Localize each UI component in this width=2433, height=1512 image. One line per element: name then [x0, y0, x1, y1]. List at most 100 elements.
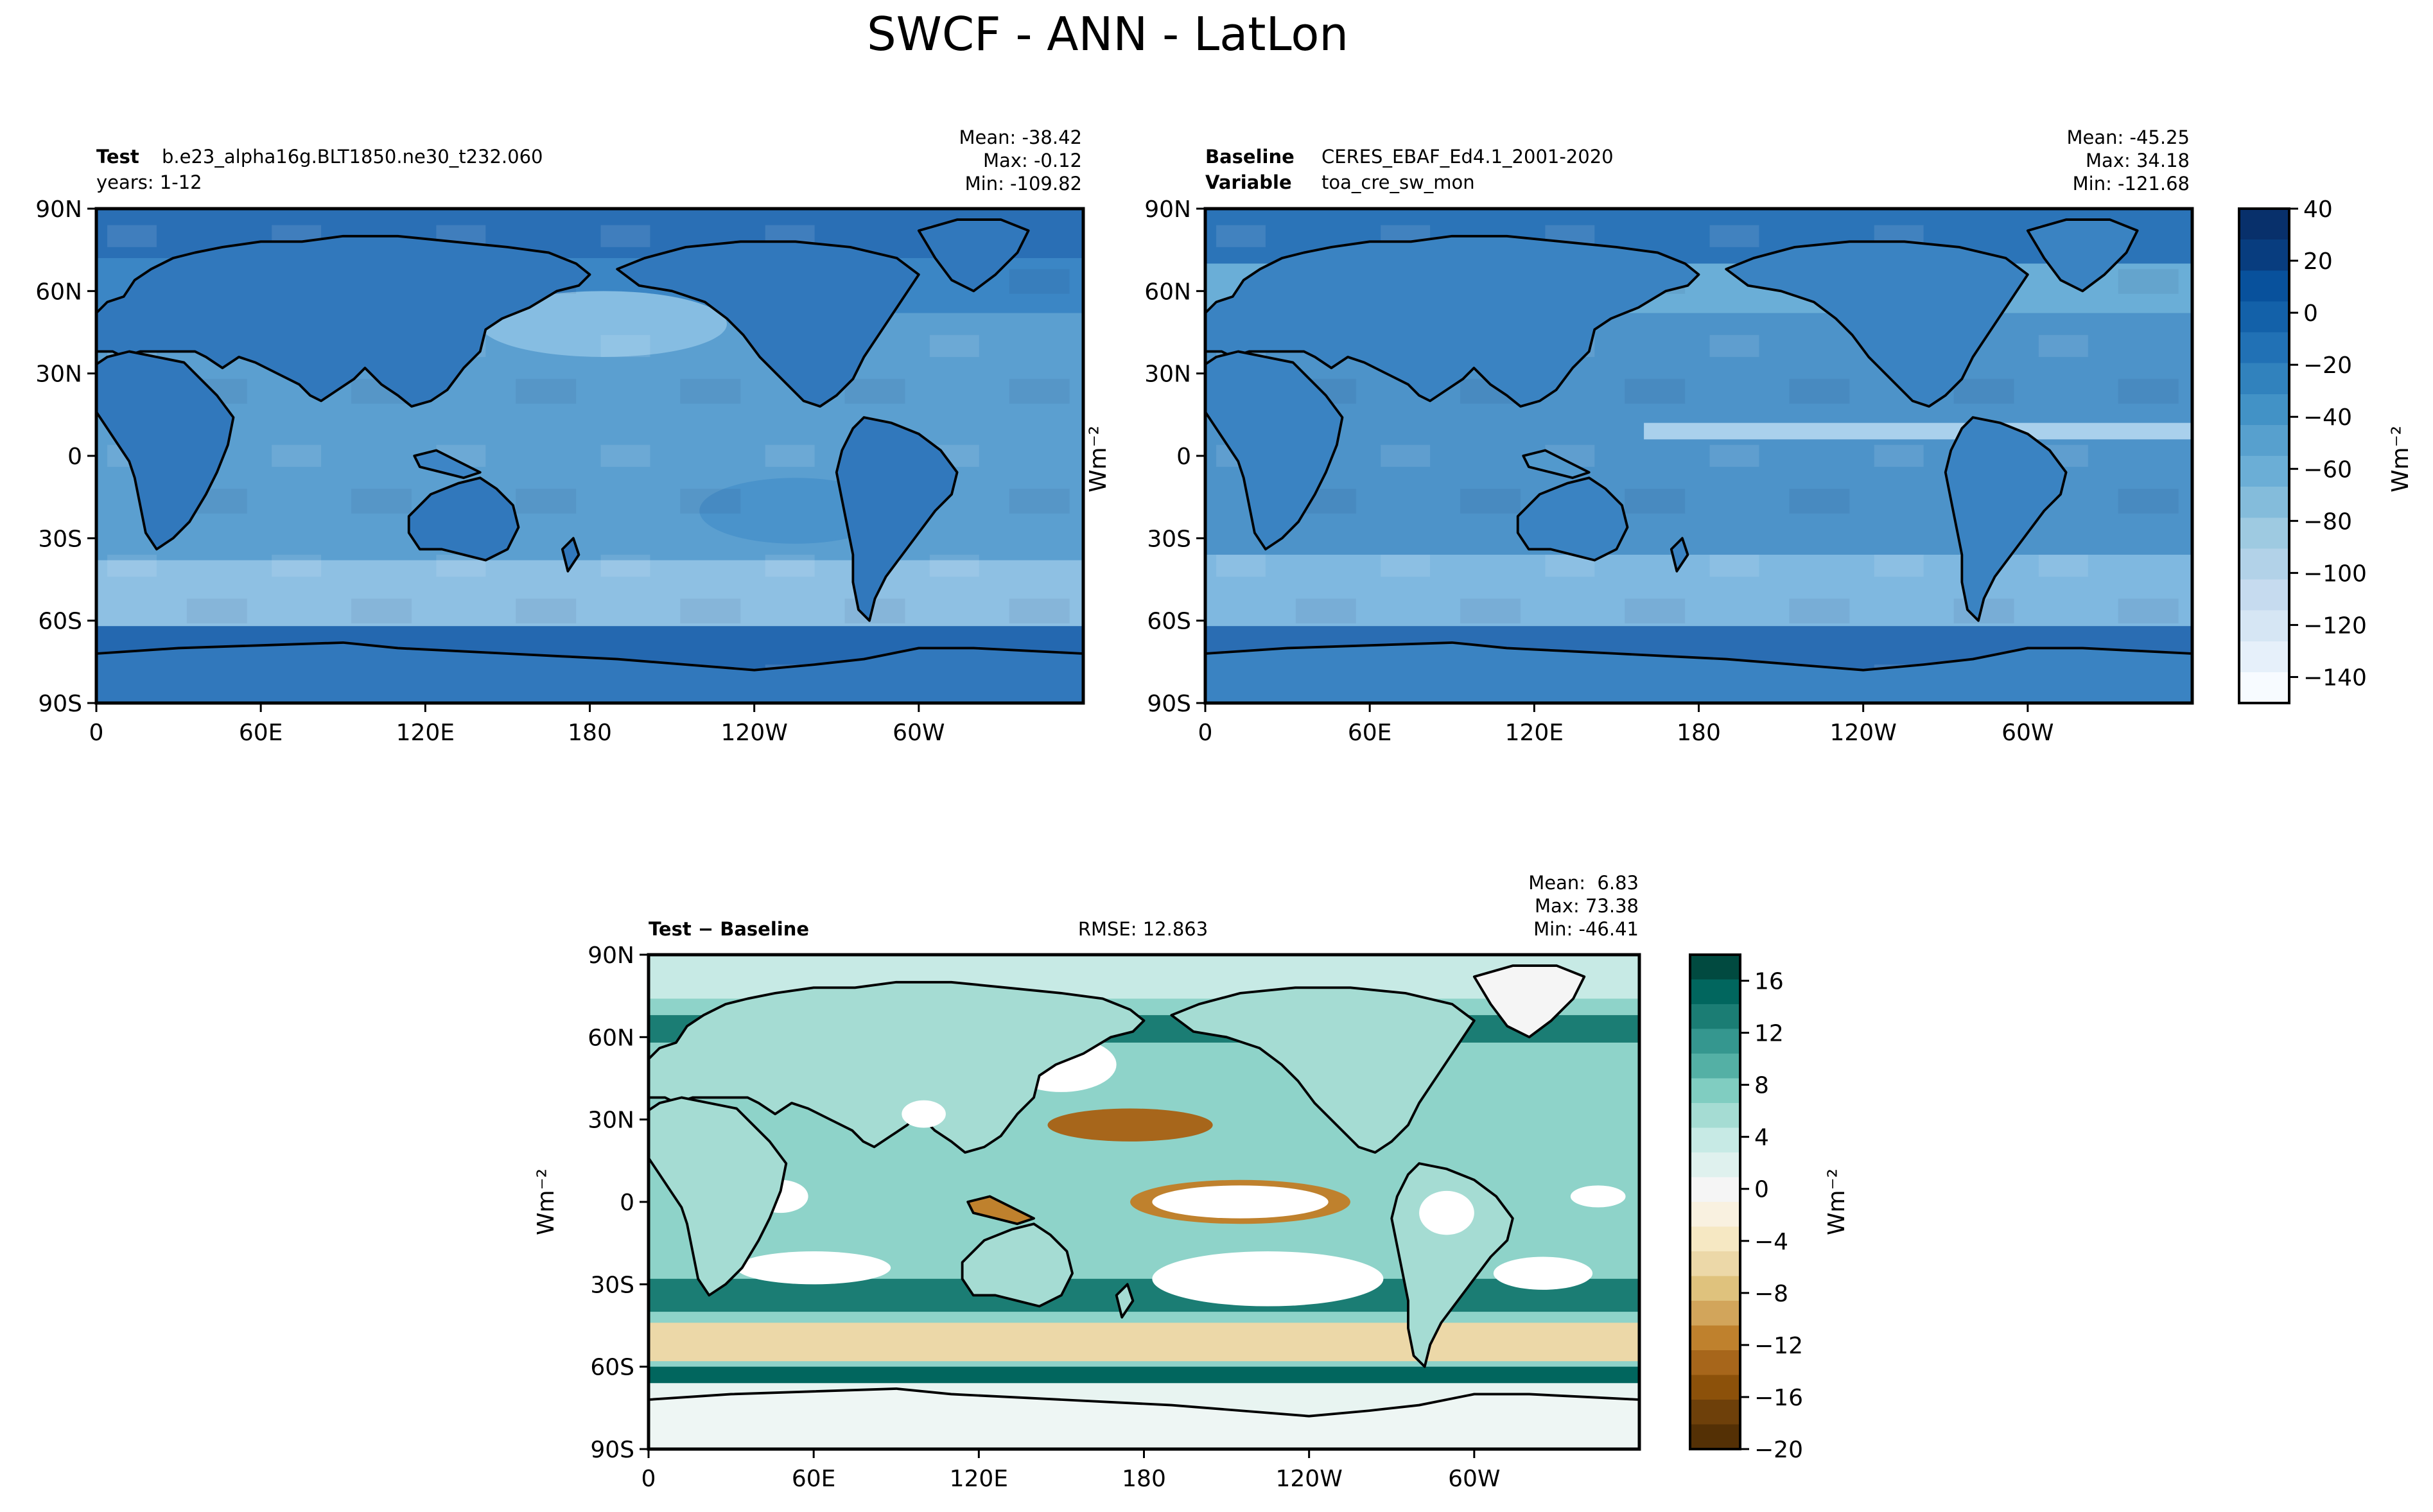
colorbar-tick-label: 0 — [2303, 300, 2318, 327]
test-panel: Test b.e23_alpha16g.BLT1850.ne30_t232.06… — [35, 126, 1085, 746]
x-tick-label: 120W — [1276, 1466, 1343, 1492]
colorbar-tick-label: 40 — [2303, 196, 2333, 223]
colorbar-tick-label: 4 — [1754, 1125, 1769, 1151]
test-axes: 0 60E 120E 180 120W 60W 90N 60N 30N 0 30S 60S 90S — [35, 196, 945, 746]
north-america-landmass — [616, 240, 920, 408]
diff-land — [649, 964, 1639, 1449]
diff-south-atlantic-saturated — [1493, 1256, 1593, 1290]
new-zealand — [561, 537, 580, 573]
colorbar-tick-label: −100 — [2303, 560, 2367, 587]
colorbar-tick-label: 16 — [1754, 969, 1784, 995]
y-tick-label: 0 — [620, 1190, 634, 1216]
x-tick-label: 60W — [893, 720, 945, 746]
antarctica-landmass — [649, 1387, 1639, 1449]
y-tick-label: 30S — [590, 1272, 634, 1298]
greenland-landmass — [917, 218, 1030, 293]
colorbar-tick-label: −120 — [2303, 613, 2367, 639]
maritime-continent — [1522, 449, 1591, 480]
test-stat-mean: Mean: -38.42 — [959, 126, 1083, 148]
y-tick-label: 30N — [35, 361, 82, 388]
diff-ylabel: Wm⁻² — [533, 1169, 559, 1235]
diff-stat-mean: Mean: 6.83 — [1528, 872, 1639, 894]
x-tick-label: 0 — [89, 720, 104, 746]
x-tick-label: 60W — [2001, 720, 2054, 746]
diverging-colorbar: 16 12 8 4 0 −4 −8 −12 −16 −20 Wm⁻² — [1689, 953, 1850, 1463]
y-tick-label: 30S — [38, 526, 82, 552]
diff-amazon-saturated — [1419, 1190, 1474, 1235]
australia-landmass — [407, 476, 520, 562]
y-tick-label: 30S — [1147, 526, 1191, 552]
colorbar-tick-label: −4 — [1754, 1229, 1788, 1255]
blues-colorbar-fill — [2239, 209, 2289, 703]
diverging-colorbar-fill — [1690, 955, 1740, 1449]
colorbar-tick-label: −60 — [2303, 456, 2352, 483]
south-america-landmass — [835, 416, 959, 622]
diff-stat-min: Min: -46.41 — [1533, 918, 1639, 940]
antarctica-landmass — [96, 641, 1083, 703]
x-tick-label: 120E — [950, 1466, 1008, 1492]
diff-south-pacific-saturated — [1152, 1251, 1384, 1307]
colorbar-tick-label: −16 — [1754, 1385, 1803, 1411]
baseline-variable-value: toa_cre_sw_mon — [1321, 171, 1475, 193]
y-tick-label: 60S — [1147, 609, 1191, 635]
diff-antarctic-strong-band — [649, 1366, 1639, 1384]
diff-southern-negative-band — [649, 1323, 1639, 1362]
colorbar-tick-label: 8 — [1754, 1073, 1769, 1099]
y-tick-label: 30N — [1144, 361, 1191, 388]
test-stat-max: Max: -0.12 — [983, 150, 1082, 171]
y-tick-label: 60N — [35, 279, 82, 305]
x-tick-label: 0 — [641, 1466, 656, 1492]
maritime-continent — [966, 1195, 1035, 1226]
y-tick-label: 90N — [588, 943, 634, 969]
y-tick-label: 30N — [588, 1108, 634, 1134]
europe-landmass — [96, 234, 591, 408]
baseline-stat-mean: Mean: -45.25 — [2067, 126, 2190, 148]
baseline-land — [1205, 218, 2192, 703]
baseline-panel: Baseline CERES_EBAF_Ed4.1_2001-2020 Vari… — [1085, 126, 2194, 746]
y-tick-label: 90S — [590, 1437, 634, 1463]
x-tick-label: 60E — [792, 1466, 836, 1492]
baseline-stat-max: Max: 34.18 — [2086, 150, 2190, 171]
diff-north-pacific-negative — [1047, 1108, 1213, 1142]
y-tick-label: 90S — [38, 691, 82, 717]
diff-tibet-saturated — [902, 1100, 946, 1128]
diff-east-atlantic-saturated — [1570, 1185, 1626, 1208]
diverging-colorbar-ticks: 16 12 8 4 0 −4 −8 −12 −16 −20 — [1740, 969, 1803, 1463]
colorbar-tick-label: −12 — [1754, 1333, 1803, 1359]
north-america-landmass — [1170, 986, 1476, 1154]
colorbar-tick-label: −80 — [2303, 508, 2352, 535]
europe-landmass — [1205, 234, 1700, 408]
diverging-colorbar-frame — [1689, 953, 1741, 1450]
diff-label-key: Test − Baseline — [649, 918, 809, 940]
blues-colorbar-frame — [2238, 207, 2290, 704]
diverging-colorbar-label: Wm⁻² — [1824, 1169, 1850, 1235]
blues-colorbar: 40 20 0 −20 −40 −60 −80 −100 −120 −140 Wm⁻² — [2238, 196, 2414, 704]
diff-southern-strong-band — [649, 1278, 1639, 1312]
diff-eq-pacific-saturated — [1152, 1185, 1329, 1219]
diff-rmse: RMSE: 12.863 — [1078, 918, 1208, 940]
baseline-ylabel: Wm⁻² — [1085, 426, 1112, 492]
colorbar-tick-label: −40 — [2303, 404, 2352, 431]
y-tick-label: 90S — [1147, 691, 1191, 717]
greenland-landmass — [2026, 218, 2139, 293]
figure-title: SWCF - ANN - LatLon — [867, 7, 1348, 61]
colorbar-tick-label: 0 — [1754, 1177, 1769, 1203]
new-zealand — [1670, 537, 1689, 573]
y-tick-label: 60N — [1144, 279, 1191, 305]
difference-panel: Test − Baseline RMSE: 12.863 Mean: 6.83 … — [533, 872, 1641, 1492]
y-tick-label: 0 — [67, 444, 82, 470]
south-america-landmass — [1944, 416, 2068, 622]
baseline-label-key: Baseline — [1205, 146, 1295, 168]
antarctica-landmass — [1205, 641, 2192, 703]
africa-landmass — [1205, 350, 1344, 551]
baseline-label-value: CERES_EBAF_Ed4.1_2001-2020 — [1321, 146, 1614, 168]
x-tick-label: 120W — [721, 720, 788, 746]
x-tick-label: 180 — [1677, 720, 1721, 746]
x-tick-label: 0 — [1198, 720, 1213, 746]
europe-landmass — [649, 980, 1146, 1154]
africa-landmass — [96, 350, 235, 551]
y-tick-label: 60S — [38, 609, 82, 635]
africa-landmass — [649, 1096, 788, 1297]
x-tick-label: 60E — [1348, 720, 1392, 746]
